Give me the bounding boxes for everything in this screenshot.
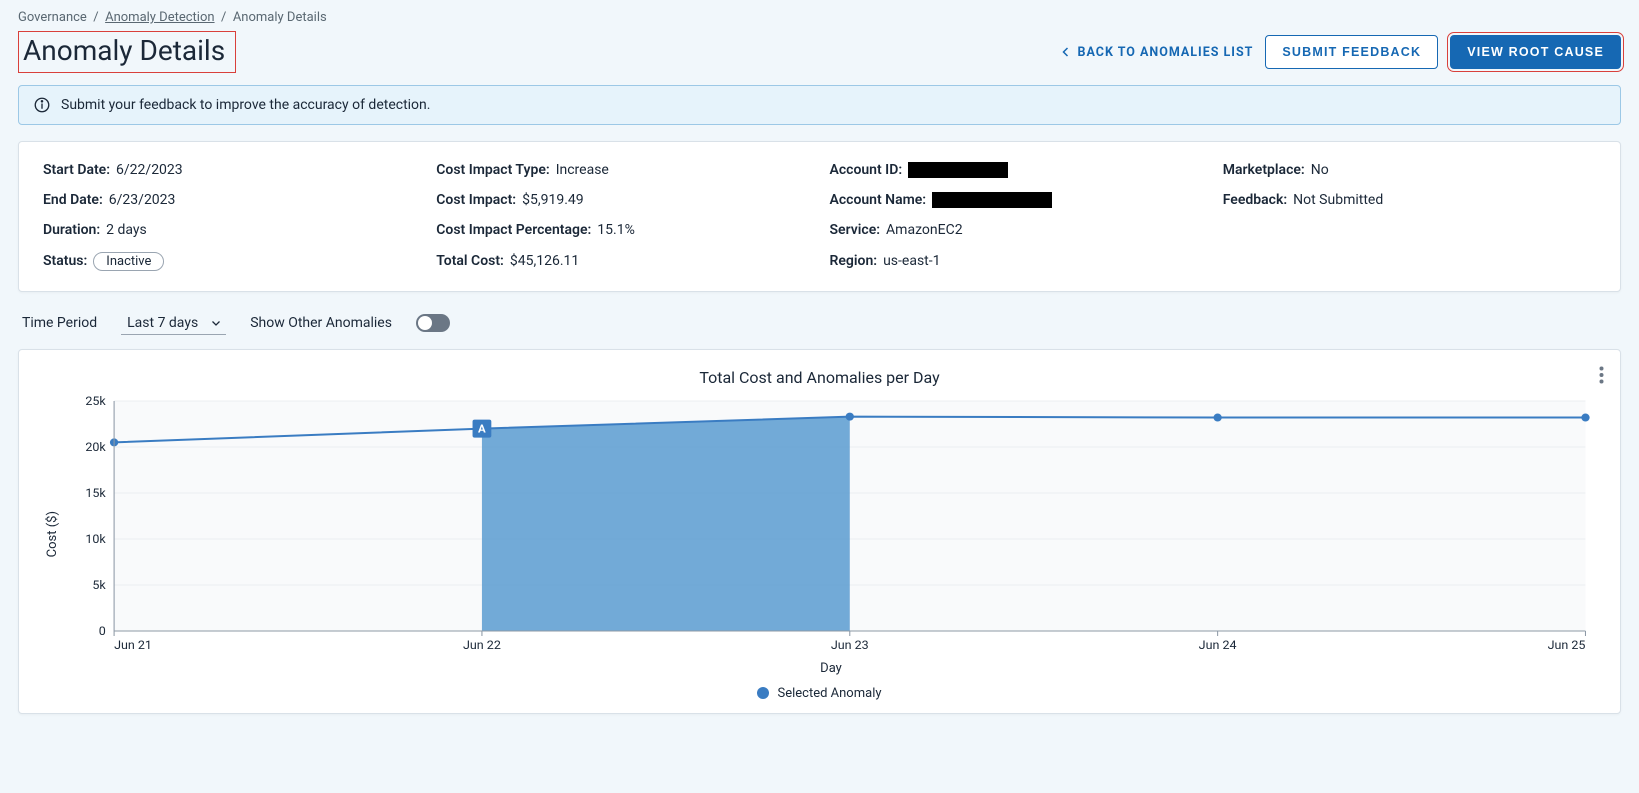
detail-item: Start Date: 6/22/2023 (43, 162, 416, 178)
breadcrumb-item-link[interactable]: Anomaly Detection (105, 10, 214, 25)
back-to-list-link[interactable]: BACK TO ANOMALIES LIST (1060, 45, 1254, 60)
details-card: Start Date: 6/22/2023 Cost Impact Type: Inc… (18, 141, 1621, 292)
chart-menu-button[interactable] (1595, 362, 1608, 392)
detail-value: us-east-1 (883, 253, 940, 269)
detail-item: Cost Impact Percentage: 15.1% (436, 222, 809, 238)
svg-text:A: A (478, 422, 486, 435)
detail-item: Duration: 2 days (43, 222, 416, 238)
breadcrumb-item: Governance (18, 10, 87, 25)
detail-value: 2 days (106, 222, 147, 238)
detail-key: Total Cost: (436, 253, 504, 269)
detail-key: Region: (830, 253, 878, 269)
show-other-anomalies-label: Show Other Anomalies (250, 315, 392, 331)
detail-key: Marketplace: (1223, 162, 1305, 178)
chart-title: Total Cost and Anomalies per Day (41, 368, 1598, 387)
detail-key: Status: (43, 253, 87, 269)
detail-item: Account Name: (830, 192, 1203, 208)
view-root-cause-button[interactable]: VIEW ROOT CAUSE (1450, 35, 1621, 69)
svg-text:Jun 23: Jun 23 (831, 638, 869, 652)
detail-key: Cost Impact: (436, 192, 516, 208)
svg-text:0: 0 (99, 624, 106, 638)
svg-text:Jun 24: Jun 24 (1199, 638, 1237, 652)
breadcrumb-item-current: Anomaly Details (233, 10, 327, 25)
chart-legend: Selected Anomaly (41, 686, 1598, 701)
detail-key: Cost Impact Percentage: (436, 222, 591, 238)
legend-label: Selected Anomaly (777, 686, 881, 701)
detail-key: Account ID: (830, 162, 903, 178)
breadcrumb: Governance / Anomaly Detection / Anomaly… (18, 10, 1621, 25)
detail-value: AmazonEC2 (886, 222, 963, 238)
chart-y-axis-label: Cost ($) (41, 511, 64, 557)
detail-item (1223, 222, 1596, 238)
chart-card: Total Cost and Anomalies per Day Cost ($… (18, 349, 1621, 714)
time-period-label: Time Period (22, 315, 97, 331)
info-banner-text: Submit your feedback to improve the accu… (61, 97, 430, 113)
detail-item: Region: us-east-1 (830, 252, 1203, 271)
detail-item: Cost Impact: $5,919.49 (436, 192, 809, 208)
svg-text:Jun 25: Jun 25 (1548, 638, 1586, 652)
detail-item (1223, 252, 1596, 271)
back-to-list-label: BACK TO ANOMALIES LIST (1078, 45, 1254, 60)
svg-text:25k: 25k (85, 394, 106, 408)
legend-dot-icon (757, 687, 769, 699)
detail-key: Service: (830, 222, 881, 238)
chevron-left-icon (1060, 46, 1072, 58)
time-period-value: Last 7 days (127, 315, 198, 331)
redacted-value (908, 162, 1008, 178)
show-other-anomalies-toggle[interactable] (416, 314, 450, 332)
detail-value: Increase (556, 162, 609, 178)
detail-key: End Date: (43, 192, 103, 208)
svg-text:10k: 10k (85, 532, 106, 546)
detail-value: 6/23/2023 (109, 192, 176, 208)
detail-item: Status: Inactive (43, 252, 416, 271)
detail-key: Start Date: (43, 162, 110, 178)
detail-value: $5,919.49 (522, 192, 584, 208)
detail-item: Marketplace: No (1223, 162, 1596, 178)
detail-item: Service: AmazonEC2 (830, 222, 1203, 238)
detail-key: Cost Impact Type: (436, 162, 549, 178)
redacted-value (932, 192, 1052, 208)
svg-text:5k: 5k (92, 578, 106, 592)
info-banner: Submit your feedback to improve the accu… (18, 85, 1621, 125)
chevron-down-icon (210, 317, 222, 329)
svg-text:Jun 22: Jun 22 (463, 638, 501, 652)
status-badge: Inactive (93, 252, 164, 271)
detail-value: 6/22/2023 (116, 162, 183, 178)
chart-x-axis-label: Day (64, 661, 1598, 676)
time-period-select[interactable]: Last 7 days (121, 312, 226, 335)
detail-item: Feedback: Not Submitted (1223, 192, 1596, 208)
svg-text:20k: 20k (85, 440, 106, 454)
detail-item: Account ID: (830, 162, 1203, 178)
detail-value: 15.1% (597, 222, 635, 238)
cost-anomaly-chart: 0 5k 10k 15k 20k 25k Jun 21 Jun 22 Jun 23 Jun 24 J… (64, 393, 1598, 655)
page-title: Anomaly Details (18, 31, 236, 73)
info-icon (33, 96, 51, 114)
svg-text:15k: 15k (85, 486, 106, 500)
detail-key: Feedback: (1223, 192, 1287, 208)
detail-item: End Date: 6/23/2023 (43, 192, 416, 208)
svg-text:Jun 21: Jun 21 (114, 638, 152, 652)
kebab-icon (1599, 366, 1604, 384)
detail-item: Total Cost: $45,126.11 (436, 252, 809, 271)
detail-value: Not Submitted (1293, 192, 1383, 208)
detail-value: No (1311, 162, 1329, 178)
submit-feedback-button[interactable]: SUBMIT FEEDBACK (1265, 35, 1438, 69)
detail-key: Duration: (43, 222, 100, 238)
detail-key: Account Name: (830, 192, 927, 208)
detail-value: $45,126.11 (510, 253, 579, 269)
detail-item: Cost Impact Type: Increase (436, 162, 809, 178)
